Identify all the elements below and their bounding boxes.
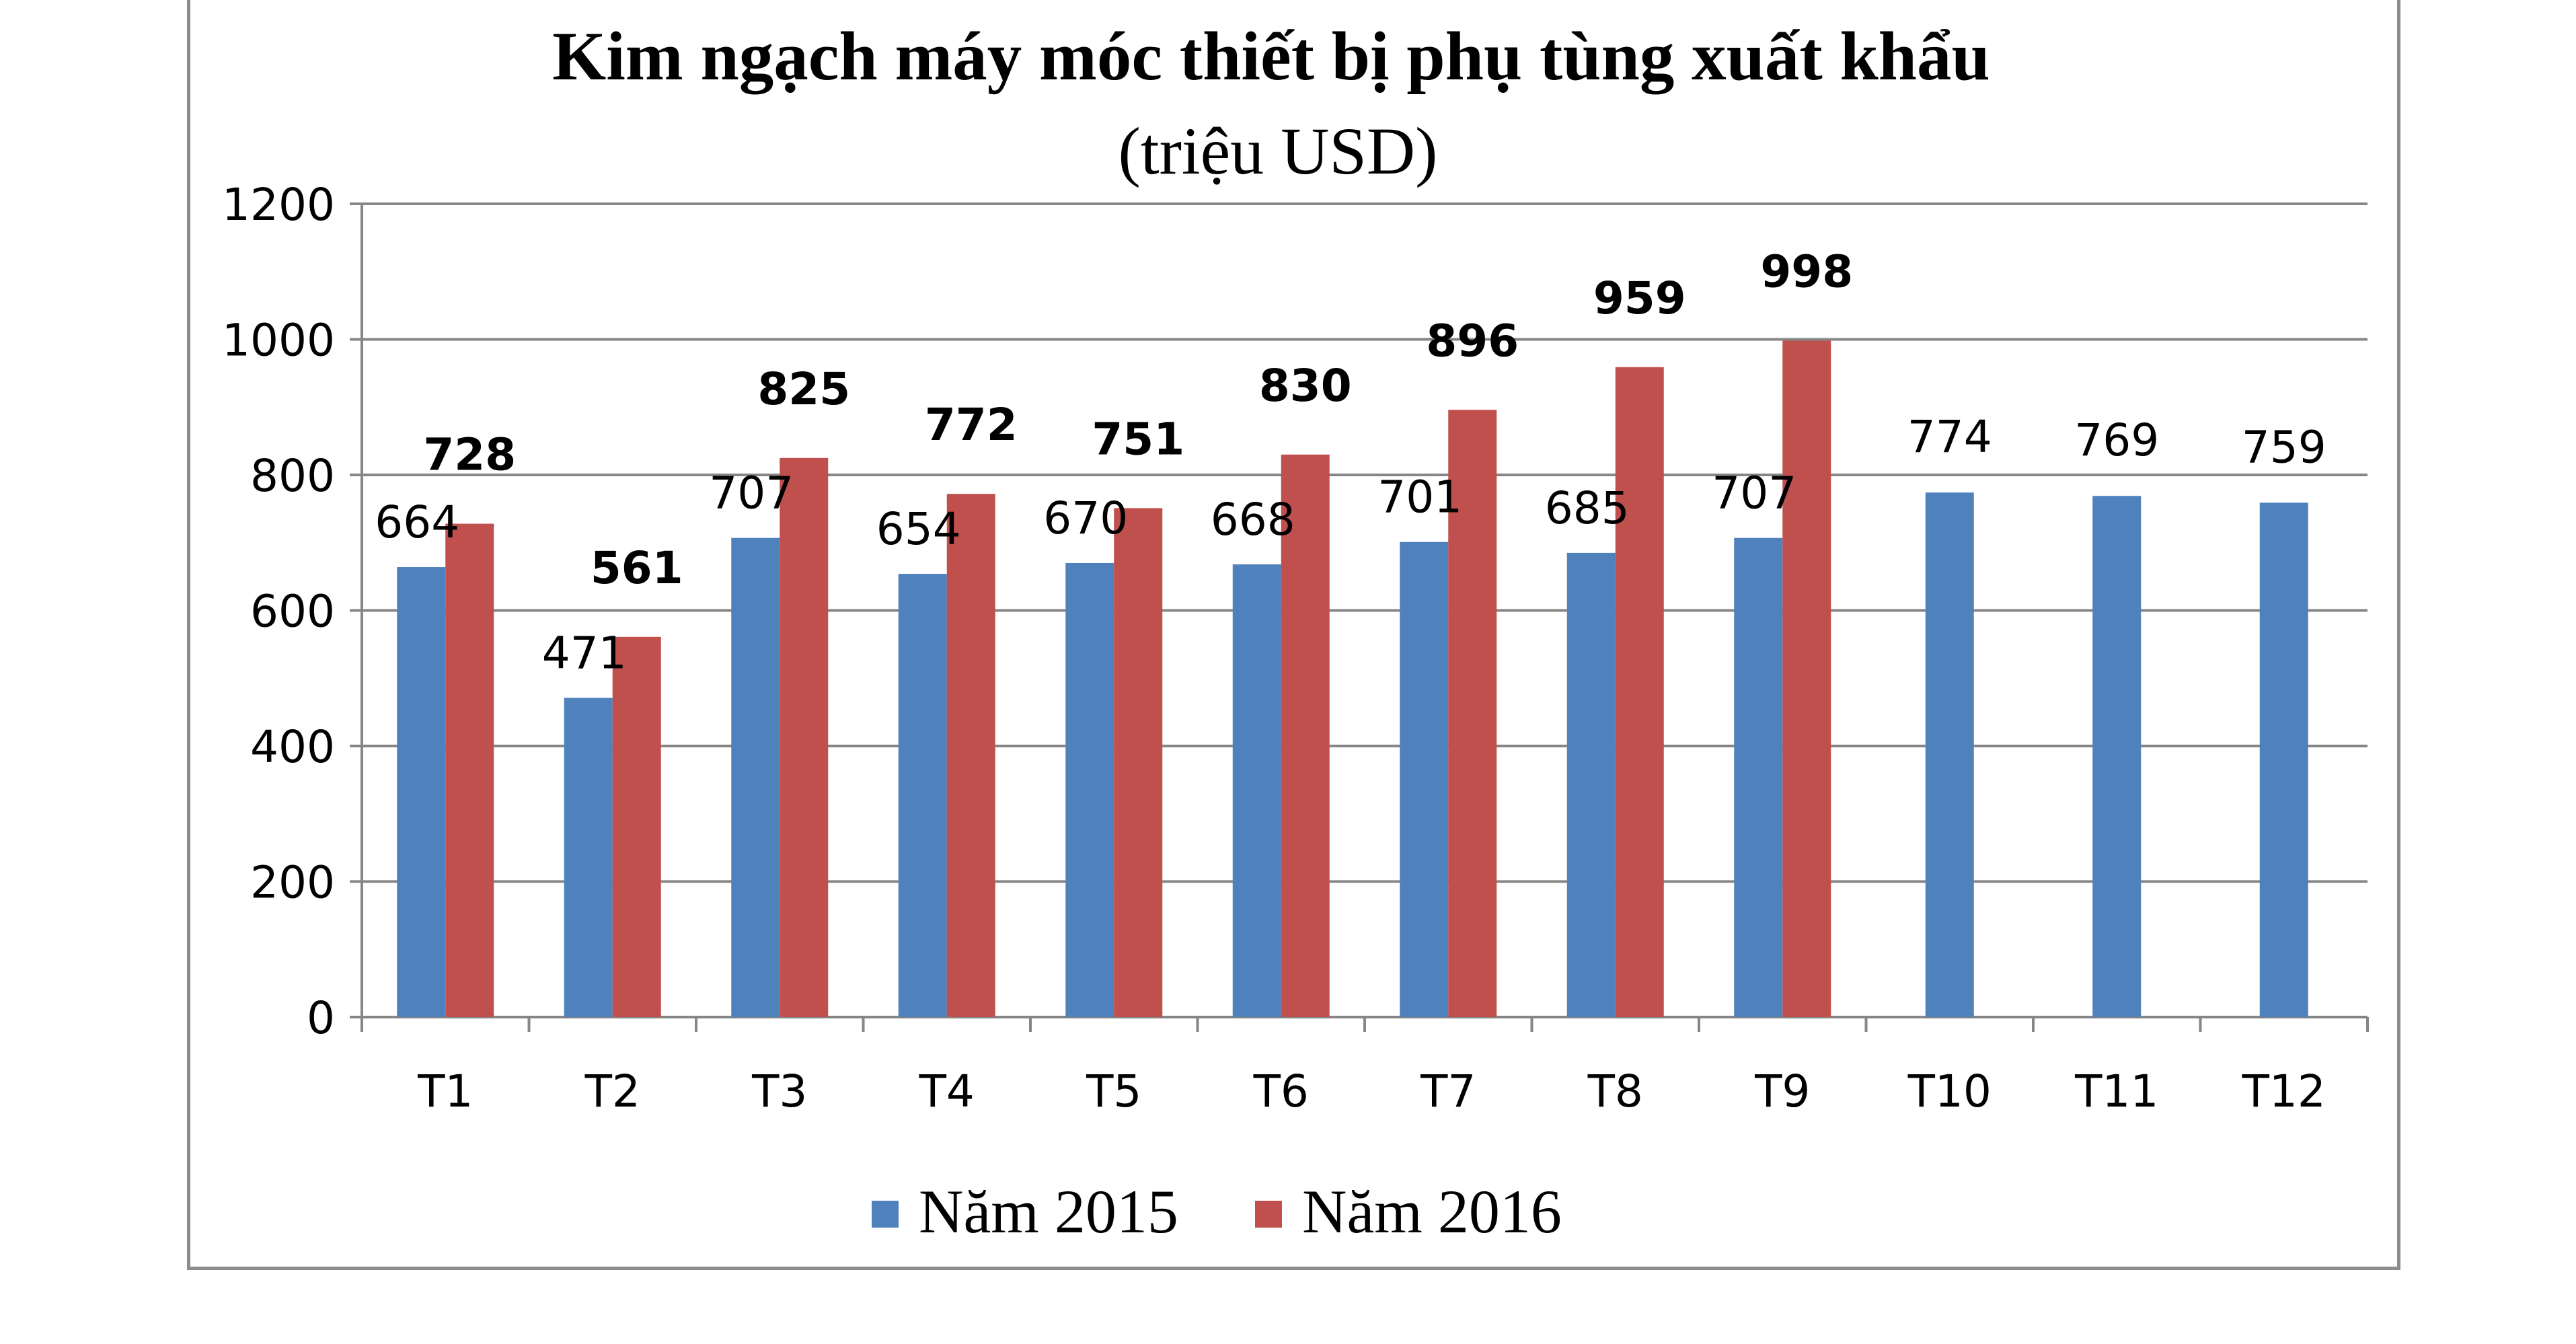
x-tick-label: T2 — [584, 1066, 640, 1117]
data-label-2015: 701 — [1377, 472, 1462, 523]
data-label-2015: 769 — [2074, 414, 2159, 466]
data-label-2015: 668 — [1211, 494, 1295, 546]
legend-swatch — [1255, 1201, 1282, 1228]
data-label-2015: 670 — [1043, 492, 1128, 544]
grid — [362, 202, 2367, 883]
data-label-2016: 830 — [1259, 360, 1352, 412]
bars — [397, 340, 2308, 1017]
x-tick-label: T1 — [417, 1066, 473, 1117]
data-label-2016: 959 — [1593, 272, 1686, 324]
data-label-2015: 707 — [1712, 468, 1796, 519]
data-label-2016: 751 — [1092, 413, 1184, 465]
data-label-2015: 471 — [542, 627, 627, 679]
data-label-2015: 774 — [1907, 411, 1992, 463]
bar-2016 — [445, 523, 494, 1017]
data-label-2015: 664 — [375, 496, 459, 548]
bar-2016 — [946, 494, 995, 1017]
data-labels: 664 728 471 561 707 825 654 772 670 751 668 830 701 8… — [375, 246, 2326, 679]
bar-2015 — [1232, 564, 1281, 1017]
x-tick-label: T11 — [2074, 1066, 2158, 1117]
bar-2015 — [731, 537, 780, 1017]
data-label-2015: 685 — [1545, 482, 1630, 534]
bar-2015 — [898, 574, 947, 1017]
bar-2015 — [1065, 562, 1114, 1017]
x-tick-label: T9 — [1754, 1066, 1810, 1117]
bar-2015 — [397, 567, 446, 1017]
x-tick-label: T3 — [751, 1066, 807, 1117]
x-tick-label: T10 — [1907, 1066, 1992, 1117]
x-tick-label: T5 — [1086, 1066, 1141, 1117]
legend-swatch — [872, 1201, 899, 1228]
data-label-2016: 998 — [1760, 246, 1853, 298]
y-tick-label: 600 — [250, 586, 335, 638]
x-tick-label: T6 — [1253, 1066, 1309, 1117]
chart-subtitle: (triệu USD) — [1119, 114, 1438, 188]
y-tick-label: 400 — [250, 721, 335, 773]
legend-label: Năm 2015 — [919, 1177, 1178, 1246]
x-tick-label: T4 — [919, 1066, 975, 1117]
y-tick-label: 0 — [307, 992, 335, 1044]
data-label-2016: 728 — [423, 429, 516, 481]
bar-2015 — [564, 698, 613, 1017]
data-label-2016: 561 — [591, 542, 683, 594]
x-tick-label: T12 — [2242, 1066, 2326, 1117]
bar-2016 — [1448, 410, 1497, 1017]
chart-title: Kim ngạch máy móc thiết bị phụ tùng xuất… — [552, 18, 1990, 95]
bar-2016 — [1281, 454, 1330, 1017]
y-tick-label: 1200 — [222, 179, 335, 231]
data-label-2015: 759 — [2242, 421, 2326, 473]
legend-label: Năm 2016 — [1302, 1177, 1562, 1246]
bar-2015 — [2259, 502, 2308, 1017]
x-tick-label: T7 — [1420, 1066, 1476, 1117]
bar-2015 — [2092, 496, 2142, 1017]
bar-2016 — [1782, 340, 1831, 1017]
data-label-2016: 896 — [1426, 315, 1519, 367]
data-label-2016: 772 — [925, 399, 1018, 451]
legend: Năm 2015 Năm 2016 — [872, 1177, 1562, 1246]
bar-2015 — [1400, 542, 1449, 1017]
x-tick-label: T8 — [1587, 1066, 1643, 1117]
y-tick-label: 200 — [250, 857, 335, 909]
bar-2016 — [1114, 508, 1163, 1017]
data-label-2015: 707 — [709, 468, 794, 519]
bar-2015 — [1925, 492, 1974, 1017]
y-tick-label: 1000 — [222, 315, 335, 367]
data-label-2016: 825 — [757, 363, 850, 415]
bar-2016 — [1615, 367, 1664, 1017]
bar-2015 — [1566, 552, 1616, 1017]
y-tick-label: 800 — [250, 450, 335, 502]
bar-2016 — [612, 636, 661, 1017]
data-label-2015: 654 — [876, 503, 961, 555]
bar-2015 — [1734, 537, 1783, 1017]
axes: 0 200 400 600 800 1000 1200 T1 T2 T3 T4 T5 T6 T7 T8 T9 T… — [222, 179, 2369, 1117]
bar-2016 — [780, 457, 829, 1017]
